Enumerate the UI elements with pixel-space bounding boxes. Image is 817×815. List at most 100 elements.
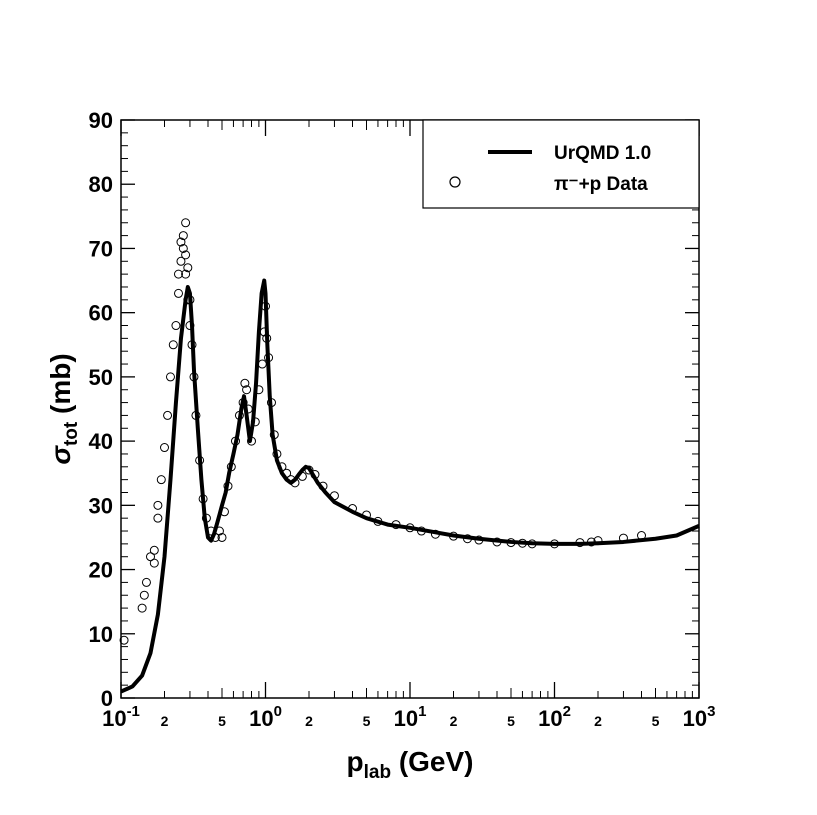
data-point bbox=[168, 340, 178, 350]
data-point bbox=[181, 250, 191, 260]
data-point bbox=[210, 532, 220, 542]
data-point bbox=[492, 537, 502, 547]
data-point bbox=[185, 295, 195, 305]
data-point bbox=[174, 269, 183, 279]
data-point bbox=[259, 327, 269, 337]
data-point bbox=[637, 531, 646, 541]
data-point bbox=[185, 321, 195, 331]
data-point bbox=[178, 243, 188, 253]
data-point bbox=[240, 378, 250, 388]
y-tick-label: 60 bbox=[89, 301, 113, 326]
data-point bbox=[266, 398, 276, 408]
data-point bbox=[149, 558, 159, 568]
data-point bbox=[242, 385, 252, 395]
data-point bbox=[149, 545, 159, 555]
data-point bbox=[277, 462, 287, 472]
data-point bbox=[153, 513, 163, 523]
x-minor-tick-label: 5 bbox=[218, 713, 226, 729]
data-point bbox=[226, 462, 236, 472]
data-points-layer bbox=[119, 218, 646, 645]
data-point bbox=[405, 523, 415, 533]
ticks-layer: 0 10 20 30 40 50 60 70 80 90 2 5 2 5 2 5 2 5 10-1 100 101 102… bbox=[89, 108, 716, 731]
data-point bbox=[176, 256, 186, 266]
y-tick-label: 30 bbox=[89, 493, 113, 518]
legend-box bbox=[422, 119, 700, 209]
data-point bbox=[183, 263, 193, 273]
y-tick-label: 10 bbox=[89, 622, 113, 647]
x-minor-tick-label: 2 bbox=[450, 713, 458, 729]
x-tick-label: 102 bbox=[538, 703, 571, 731]
data-point bbox=[163, 410, 173, 420]
x-minor-tick-label: 5 bbox=[507, 713, 515, 729]
data-point bbox=[575, 538, 585, 548]
data-point bbox=[261, 301, 270, 311]
data-point bbox=[247, 436, 256, 446]
data-point bbox=[219, 507, 229, 517]
y-tick-label: 70 bbox=[89, 236, 113, 261]
data-point bbox=[238, 398, 248, 408]
x-tick-label: 100 bbox=[249, 703, 282, 731]
legend: UrQMD 1.0 π⁻+p Data bbox=[422, 119, 700, 209]
data-point bbox=[189, 372, 199, 382]
data-point bbox=[250, 417, 260, 427]
data-point bbox=[217, 532, 227, 542]
data-point bbox=[153, 500, 163, 510]
data-point bbox=[160, 443, 169, 453]
y-axis-unit: (mb) bbox=[45, 353, 76, 421]
data-point bbox=[282, 468, 292, 478]
data-point bbox=[243, 404, 253, 414]
data-point bbox=[223, 481, 233, 491]
data-point bbox=[214, 526, 224, 536]
y-tick-label: 40 bbox=[89, 429, 113, 454]
data-point bbox=[198, 494, 208, 504]
data-point bbox=[463, 534, 472, 544]
data-point bbox=[171, 321, 181, 331]
x-tick-label: 103 bbox=[683, 703, 716, 731]
data-point bbox=[156, 475, 166, 485]
y-axis-title: σtot (mb) bbox=[45, 353, 82, 464]
data-point bbox=[373, 516, 383, 526]
y-tick-label: 80 bbox=[89, 172, 113, 197]
data-point bbox=[593, 536, 603, 546]
y-tick-label: 0 bbox=[101, 686, 113, 711]
data-point bbox=[195, 455, 205, 465]
data-point bbox=[430, 529, 440, 539]
x-tick-label: 101 bbox=[394, 703, 427, 731]
data-point bbox=[146, 552, 155, 562]
data-point bbox=[474, 535, 484, 545]
x-minor-tick-label: 2 bbox=[161, 713, 169, 729]
data-point bbox=[231, 436, 240, 446]
y-tick-label: 90 bbox=[89, 108, 113, 133]
data-point bbox=[348, 504, 357, 514]
data-point bbox=[254, 385, 264, 395]
data-point bbox=[119, 635, 129, 645]
data-point bbox=[262, 333, 272, 343]
data-point bbox=[174, 288, 183, 298]
x-minor-tick-label: 5 bbox=[652, 713, 660, 729]
data-point bbox=[191, 410, 201, 420]
data-point bbox=[181, 269, 191, 279]
data-point bbox=[257, 359, 267, 369]
x-minor-tick-label: 2 bbox=[594, 713, 602, 729]
data-point bbox=[506, 538, 516, 548]
urqmd-curve bbox=[120, 278, 700, 694]
data-point bbox=[176, 237, 186, 247]
data-point bbox=[264, 353, 274, 363]
y-tick-label: 20 bbox=[89, 558, 113, 583]
data-point bbox=[201, 513, 211, 523]
y-axis-subscript: tot bbox=[61, 421, 82, 446]
y-axis-symbol: σ bbox=[45, 445, 76, 465]
data-point bbox=[183, 295, 193, 305]
data-point bbox=[137, 603, 147, 613]
data-point bbox=[187, 340, 197, 350]
x-minor-tick-label: 5 bbox=[363, 713, 371, 729]
data-point bbox=[165, 372, 175, 382]
data-point bbox=[618, 533, 628, 543]
data-point bbox=[362, 510, 371, 520]
legend-circle-swatch bbox=[449, 176, 461, 188]
x-axis-unit: (GeV) bbox=[391, 746, 473, 777]
data-point bbox=[141, 577, 151, 587]
data-point bbox=[416, 526, 426, 536]
data-point bbox=[527, 539, 537, 549]
